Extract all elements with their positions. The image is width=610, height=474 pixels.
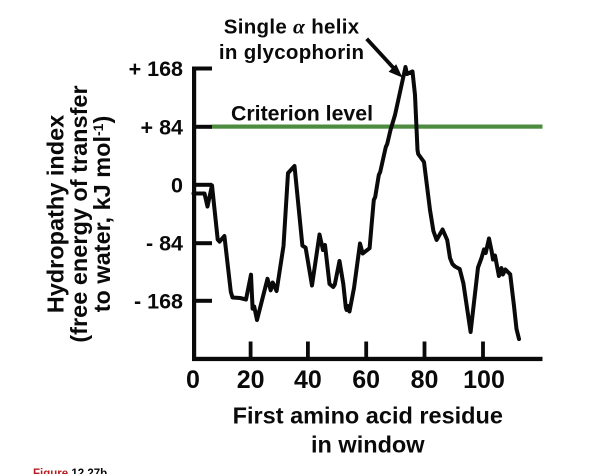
svg-text:0: 0 <box>186 366 200 394</box>
svg-text:+ 168: + 168 <box>129 57 183 81</box>
svg-text:0: 0 <box>171 173 183 197</box>
svg-text:Single α helix: Single α helix <box>224 15 360 39</box>
svg-text:First amino acid residue: First amino acid residue <box>233 402 503 428</box>
svg-text:to water, kJ mol-1): to water, kJ mol-1) <box>89 116 115 313</box>
svg-text:40: 40 <box>294 366 322 394</box>
svg-text:in window: in window <box>311 432 425 458</box>
svg-text:in glycophorin: in glycophorin <box>219 41 364 64</box>
svg-text:- 84: - 84 <box>146 232 183 256</box>
svg-text:Hydropathy index: Hydropathy index <box>43 115 69 313</box>
svg-text:80: 80 <box>411 366 439 394</box>
svg-text:- 168: - 168 <box>134 289 183 313</box>
svg-text:(free energy of transfer: (free energy of transfer <box>66 85 92 342</box>
svg-text:20: 20 <box>237 366 265 394</box>
svg-text:Figure 12.27b: Figure 12.27b <box>33 468 107 474</box>
svg-text:60: 60 <box>352 366 380 394</box>
svg-text:Criterion level: Criterion level <box>231 101 373 125</box>
svg-text:+ 84: + 84 <box>141 115 183 139</box>
svg-text:100: 100 <box>463 366 505 394</box>
